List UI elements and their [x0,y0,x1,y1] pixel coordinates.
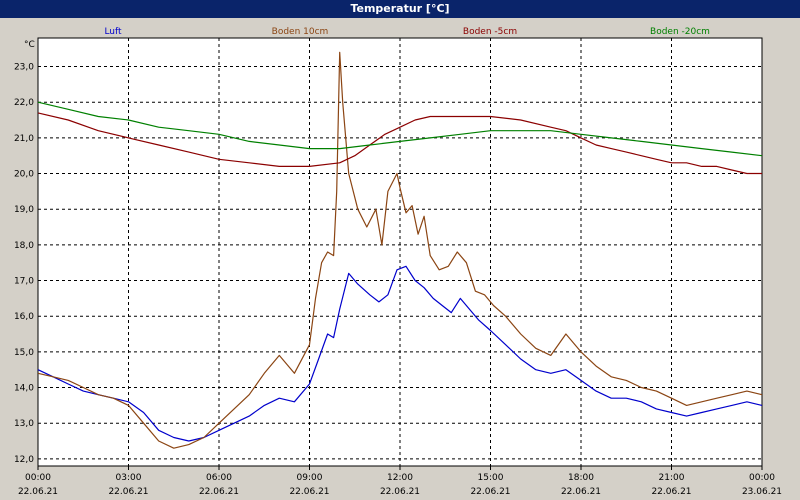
x-tick-time-label: 21:00 [659,473,685,483]
y-tick-label: 20,0 [14,170,34,180]
legend-item-boden-5cm: Boden -5cm [463,27,517,37]
legend-item-boden-10cm: Boden 10cm [272,27,329,37]
y-tick-label: 13,0 [14,419,34,429]
legend-item-boden-20cm: Boden -20cm [650,27,710,37]
y-tick-label: 12,0 [14,455,34,465]
x-tick-date-label: 22.06.21 [470,487,510,497]
x-tick-time-label: 00:00 [25,473,51,483]
x-tick-date-label: 22.06.21 [289,487,329,497]
x-tick-time-label: 12:00 [387,473,413,483]
x-tick-time-label: 00:00 [749,473,775,483]
y-tick-label: 23,0 [14,63,34,73]
y-tick-label: 16,0 [14,312,34,322]
series-lines [37,51,763,449]
x-tick-date-label: 22.06.21 [18,487,58,497]
x-tick-time-label: 15:00 [478,473,504,483]
x-tick-date-label: 22.06.21 [561,487,601,497]
x-tick-date-label: 22.06.21 [380,487,420,497]
legend-item-luft: Luft [104,27,122,37]
y-tick-label: 21,0 [14,134,34,144]
y-tick-label: 17,0 [14,277,34,287]
x-tick-time-label: 18:00 [568,473,594,483]
x-tick-date-label: 23.06.21 [742,487,782,497]
y-tick-label: 14,0 [14,384,34,394]
y-tick-label: 15,0 [14,348,34,358]
legend: Luft Boden 10cm Boden -5cm Boden -20cm [104,27,710,37]
x-tick-date-label: 22.06.21 [108,487,148,497]
x-tick-date-label: 22.06.21 [199,487,239,497]
y-tick-label: 18,0 [14,241,34,251]
temperature-line-chart: 12,0 13,0 14,0 15,0 16,0 17,0 18,0 19,0 20,0 21,0… [14,27,782,497]
y-axis-unit-label: °C [24,40,35,50]
x-tick-time-label: 03:00 [116,473,142,483]
chart-title: Temperatur [°C] [0,0,800,18]
gridlines [38,38,762,466]
series-line-boden-5cm [37,112,762,175]
x-tick-date-label: 22.06.21 [651,487,691,497]
y-tick-label: 22,0 [14,98,34,108]
series-line-boden-10cm [37,51,763,449]
series-line-luft [37,265,763,442]
series-line-boden-20cm [37,101,763,157]
y-axis-ticks: 12,0 13,0 14,0 15,0 16,0 17,0 18,0 19,0 20,0 21,0… [14,63,34,465]
x-tick-time-label: 06:00 [206,473,232,483]
x-tick-time-label: 09:00 [297,473,323,483]
x-axis-ticks: 00:00 22.06.21 03:00 22.06.21 06:00 22.06.21 0… [18,466,782,497]
y-tick-label: 19,0 [14,205,34,215]
